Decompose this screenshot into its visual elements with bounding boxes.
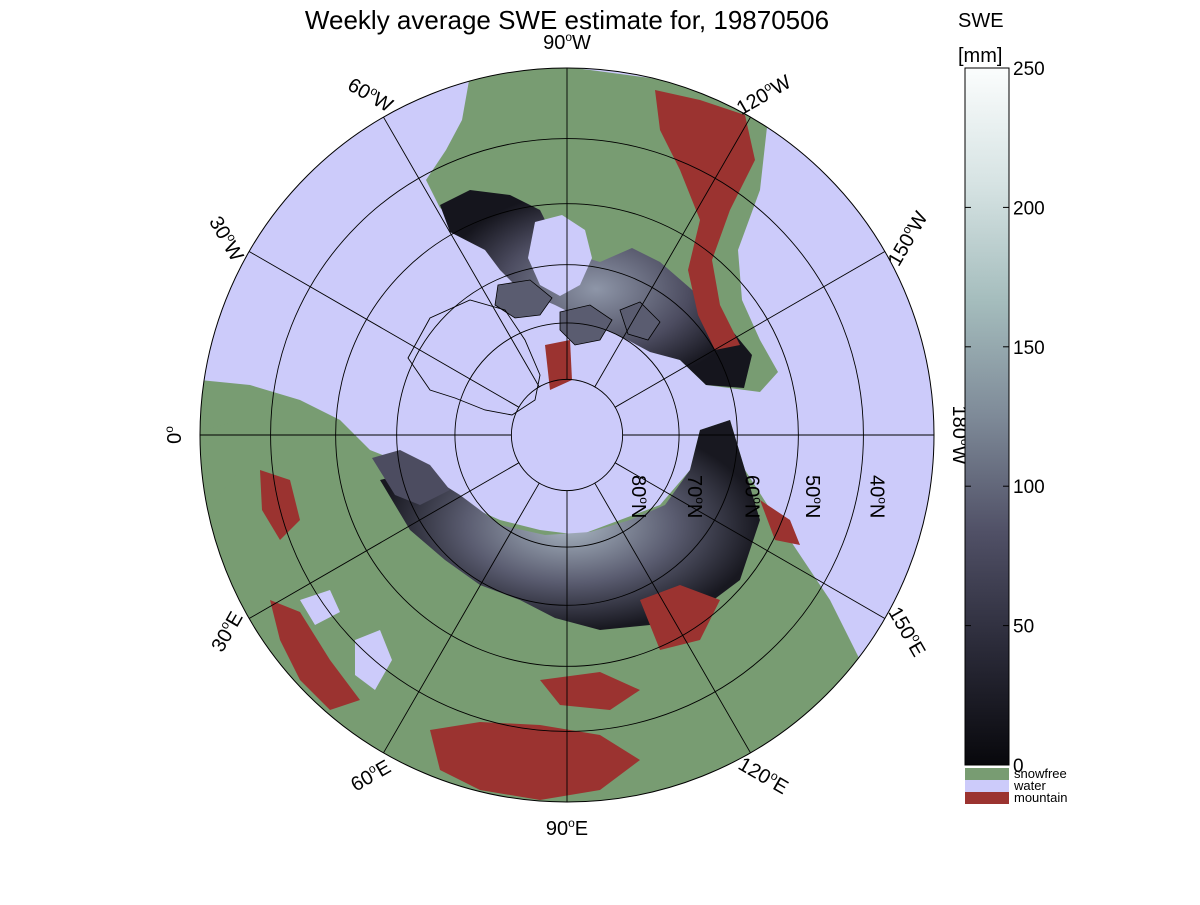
- colorbar-tick-label: 0: [1013, 756, 1024, 777]
- latitude-label: 50oN: [801, 475, 825, 518]
- legend-label-mountain: mountain: [1014, 790, 1067, 805]
- longitude-label: 150oE: [884, 602, 931, 660]
- colorbar-ticks: 250 200 150 100 50 0: [965, 59, 1045, 777]
- longitude-label: 120oE: [734, 752, 792, 799]
- meridian-line: [383, 482, 540, 754]
- colorbar: SWE [mm] 250 200 150 100 50 0 snowfreewatermo…: [958, 10, 1067, 805]
- eurasia-snowpack: [380, 420, 760, 630]
- longitude-label: 120oW: [732, 69, 795, 119]
- legend-swatch-water: [965, 780, 1009, 792]
- longitude-label: 30oW: [204, 212, 249, 266]
- longitude-label: 60oE: [346, 754, 395, 796]
- meridian-line: [614, 251, 886, 408]
- longitude-label: 90oE: [546, 816, 588, 840]
- colorbar-tick-label: 200: [1013, 198, 1045, 219]
- colorbar-label-top: SWE: [958, 10, 1004, 32]
- longitude-label: 150oW: [882, 207, 932, 270]
- longitude-label: 90oW: [543, 30, 591, 54]
- north-africa-land: [205, 420, 240, 500]
- hudson-bay: [528, 215, 592, 296]
- colorbar-tick-label: 100: [1013, 477, 1045, 498]
- meridian-line: [594, 482, 751, 754]
- legend-label-water: water: [1013, 778, 1046, 793]
- map-title: Weekly average SWE estimate for, 1987050…: [305, 5, 829, 35]
- colorbar-tick-label: 50: [1013, 617, 1034, 638]
- latitude-label: 70oN: [683, 475, 707, 518]
- graticule: [200, 68, 934, 802]
- inland-seas: [300, 590, 392, 690]
- meridian-line: [594, 116, 751, 388]
- latitude-label: 60oN: [741, 475, 765, 518]
- north-america-snowpack: [440, 190, 752, 388]
- legend-swatch-mountain: [965, 792, 1009, 804]
- meridian-line: [614, 462, 886, 619]
- polar-map: 90oW120oW150oW180oW150oE120oE90oE60oE30o…: [162, 30, 972, 840]
- legend-label-snowfree: snowfree: [1014, 766, 1067, 781]
- colorbar-tick-label: 250: [1013, 59, 1045, 80]
- longitude-label: 30oE: [206, 607, 248, 656]
- meridian-line: [383, 116, 540, 388]
- meridian-line: [248, 251, 520, 408]
- latitude-label: 40oN: [866, 475, 890, 518]
- meridian-line: [248, 462, 520, 619]
- longitude-label: 0o: [162, 426, 186, 444]
- legend-swatch-snowfree: [965, 768, 1009, 780]
- arctic-islands: [494, 279, 661, 346]
- longitude-label: 60oW: [344, 72, 398, 117]
- colorbar-label-unit: [mm]: [958, 45, 1002, 67]
- colorbar-tick-label: 150: [1013, 338, 1045, 359]
- latitude-labels: 80oN 70oN 60oN 50oN 40oN: [627, 475, 889, 518]
- colorbar-gradient: [964, 67, 1010, 766]
- map-border: [199, 67, 935, 803]
- scandinavia-snowpack: [372, 450, 450, 505]
- mountain-regions: [260, 90, 800, 800]
- latitude-label: 80oN: [627, 475, 651, 518]
